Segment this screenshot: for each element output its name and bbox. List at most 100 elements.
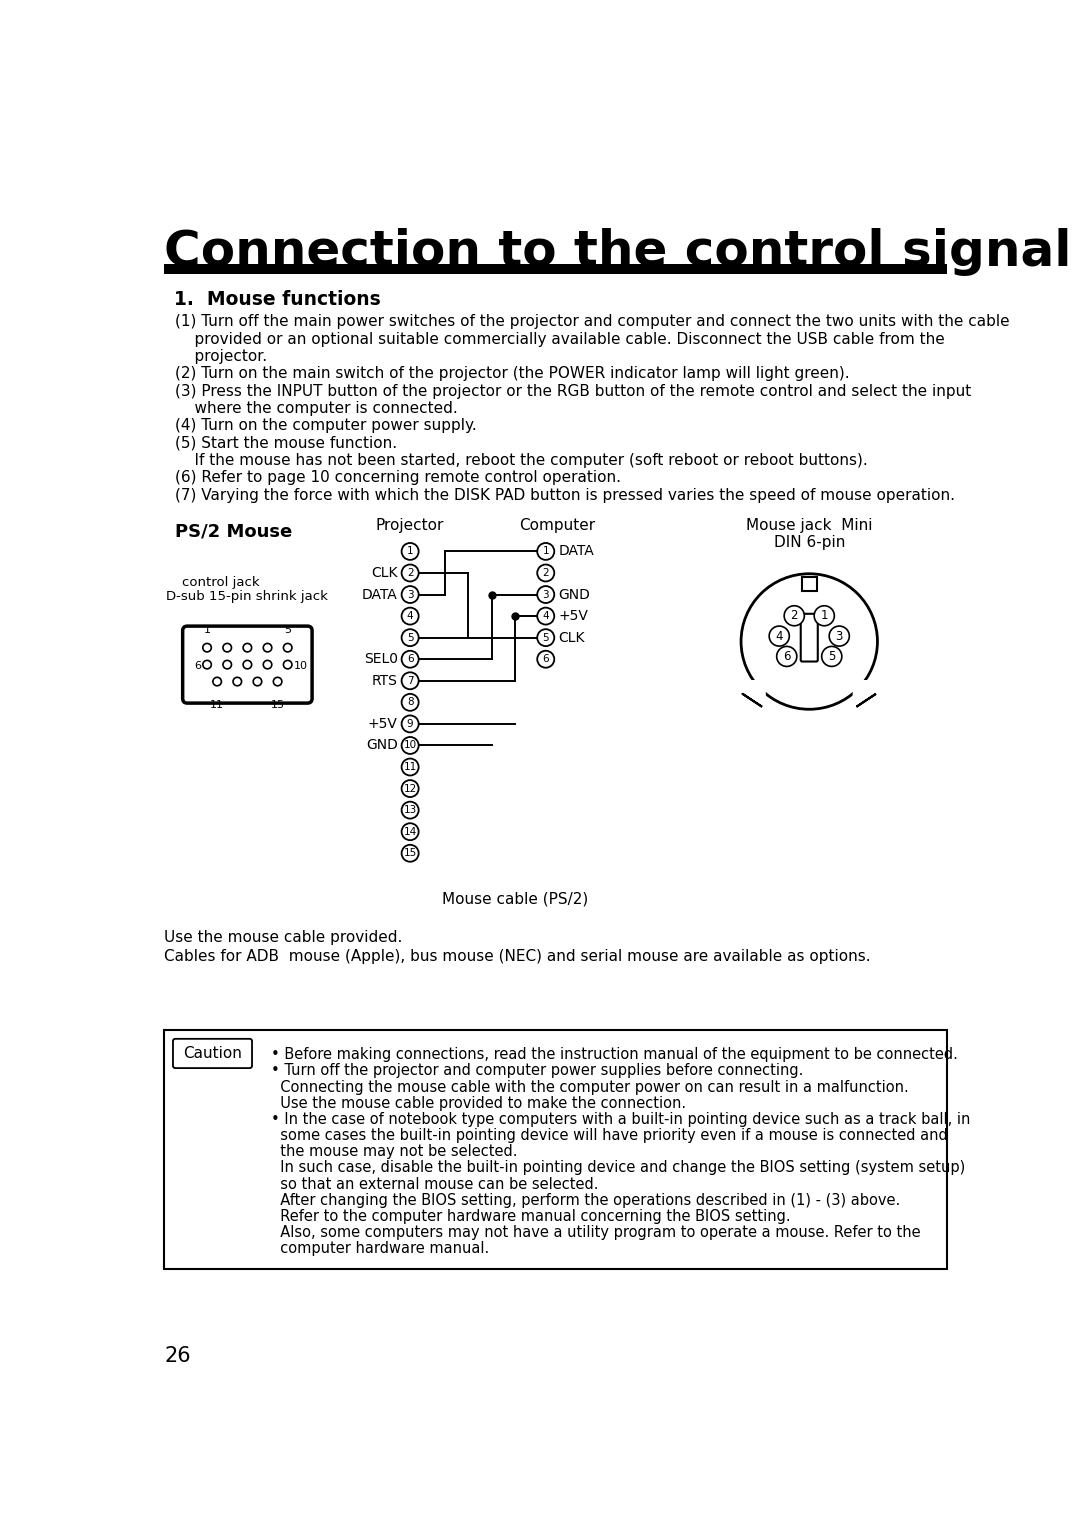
Text: 1.  Mouse functions: 1. Mouse functions bbox=[174, 290, 380, 309]
Circle shape bbox=[402, 564, 419, 582]
Circle shape bbox=[222, 660, 231, 669]
Text: CLK: CLK bbox=[372, 565, 397, 581]
Circle shape bbox=[402, 715, 419, 732]
Circle shape bbox=[233, 677, 242, 686]
Circle shape bbox=[537, 608, 554, 625]
Text: 11: 11 bbox=[404, 762, 417, 772]
Text: +5V: +5V bbox=[368, 717, 397, 730]
Text: Computer: Computer bbox=[519, 518, 595, 533]
Text: 1: 1 bbox=[407, 547, 414, 556]
Text: 10: 10 bbox=[294, 662, 308, 671]
Circle shape bbox=[264, 660, 272, 669]
Text: 5: 5 bbox=[542, 633, 549, 643]
Text: 12: 12 bbox=[404, 784, 417, 793]
Text: 3: 3 bbox=[542, 590, 549, 599]
Bar bbox=[164, 1030, 947, 1270]
Text: 14: 14 bbox=[404, 827, 417, 837]
Circle shape bbox=[402, 845, 419, 862]
Circle shape bbox=[537, 630, 554, 646]
Text: PS/2 Mouse: PS/2 Mouse bbox=[175, 523, 293, 541]
Text: 1: 1 bbox=[542, 547, 549, 556]
Text: RTS: RTS bbox=[372, 674, 397, 688]
Text: D-sub 15-pin shrink jack: D-sub 15-pin shrink jack bbox=[166, 590, 328, 604]
Text: 13: 13 bbox=[404, 805, 417, 814]
FancyBboxPatch shape bbox=[173, 1039, 252, 1068]
Text: Cables for ADB  mouse (Apple), bus mouse (NEC) and serial mouse are available as: Cables for ADB mouse (Apple), bus mouse … bbox=[164, 949, 872, 964]
Text: 7: 7 bbox=[407, 675, 414, 686]
Text: DATA: DATA bbox=[362, 588, 397, 602]
Text: the mouse may not be selected.: the mouse may not be selected. bbox=[271, 1144, 517, 1160]
Text: some cases the built-in pointing device will have priority even if a mouse is co: some cases the built-in pointing device … bbox=[271, 1128, 947, 1143]
Circle shape bbox=[537, 564, 554, 582]
Circle shape bbox=[402, 542, 419, 559]
Circle shape bbox=[829, 626, 849, 646]
Text: GND: GND bbox=[366, 738, 397, 752]
Text: 15: 15 bbox=[271, 700, 285, 711]
Text: (6) Refer to page 10 concerning remote control operation.: (6) Refer to page 10 concerning remote c… bbox=[175, 471, 621, 486]
Text: computer hardware manual.: computer hardware manual. bbox=[271, 1241, 489, 1256]
Text: Mouse cable (PS/2): Mouse cable (PS/2) bbox=[442, 892, 588, 906]
Circle shape bbox=[769, 626, 789, 646]
Circle shape bbox=[402, 824, 419, 840]
FancyBboxPatch shape bbox=[183, 626, 312, 703]
Text: 10: 10 bbox=[404, 741, 417, 750]
FancyBboxPatch shape bbox=[745, 680, 766, 697]
Text: If the mouse has not been started, reboot the computer (soft reboot or reboot bu: If the mouse has not been started, reboo… bbox=[175, 452, 868, 468]
Circle shape bbox=[402, 758, 419, 776]
Circle shape bbox=[402, 694, 419, 711]
Circle shape bbox=[741, 573, 877, 709]
Text: 6: 6 bbox=[194, 662, 201, 671]
Text: DATA: DATA bbox=[558, 544, 594, 558]
Circle shape bbox=[402, 651, 419, 668]
Text: (3) Press the INPUT button of the projector or the RGB button of the remote cont: (3) Press the INPUT button of the projec… bbox=[175, 384, 972, 399]
Text: • Turn off the projector and computer power supplies before connecting.: • Turn off the projector and computer po… bbox=[271, 1063, 804, 1079]
Circle shape bbox=[402, 630, 419, 646]
Text: Projector: Projector bbox=[376, 518, 444, 533]
Text: 3: 3 bbox=[836, 630, 843, 643]
Text: 5: 5 bbox=[407, 633, 414, 643]
Text: (1) Turn off the main power switches of the projector and computer and connect t: (1) Turn off the main power switches of … bbox=[175, 315, 1010, 329]
Text: 3: 3 bbox=[407, 590, 414, 599]
Text: provided or an optional suitable commercially available cable. Disconnect the US: provided or an optional suitable commerc… bbox=[175, 332, 945, 347]
Text: so that an external mouse can be selected.: so that an external mouse can be selecte… bbox=[271, 1177, 598, 1192]
Text: 11: 11 bbox=[211, 700, 225, 711]
Circle shape bbox=[402, 781, 419, 798]
Text: 1: 1 bbox=[203, 625, 211, 634]
Text: 6: 6 bbox=[783, 649, 791, 663]
Text: control jack: control jack bbox=[181, 576, 259, 590]
Circle shape bbox=[283, 643, 292, 652]
Text: 8: 8 bbox=[407, 697, 414, 707]
Text: 2: 2 bbox=[542, 568, 549, 578]
Text: After changing the BIOS setting, perform the operations described in (1) - (3) a: After changing the BIOS setting, perform… bbox=[271, 1193, 900, 1207]
Text: (4) Turn on the computer power supply.: (4) Turn on the computer power supply. bbox=[175, 419, 477, 434]
Text: 1: 1 bbox=[821, 610, 828, 622]
Circle shape bbox=[402, 608, 419, 625]
Text: DIN 6-pin: DIN 6-pin bbox=[773, 535, 845, 550]
Text: 2: 2 bbox=[791, 610, 798, 622]
Circle shape bbox=[822, 646, 841, 666]
Circle shape bbox=[203, 643, 212, 652]
Circle shape bbox=[264, 643, 272, 652]
Text: Refer to the computer hardware manual concerning the BIOS setting.: Refer to the computer hardware manual co… bbox=[271, 1209, 791, 1224]
Circle shape bbox=[537, 651, 554, 668]
Bar bbox=[164, 264, 947, 274]
Text: Connection to the control signal terminal: Connection to the control signal termina… bbox=[164, 228, 1080, 277]
Circle shape bbox=[243, 660, 252, 669]
Circle shape bbox=[402, 736, 419, 753]
Text: 5: 5 bbox=[828, 649, 836, 663]
Text: SEL0: SEL0 bbox=[364, 652, 397, 666]
Circle shape bbox=[222, 643, 231, 652]
Text: (5) Start the mouse function.: (5) Start the mouse function. bbox=[175, 435, 397, 451]
Circle shape bbox=[213, 677, 221, 686]
Text: +5V: +5V bbox=[558, 610, 588, 623]
Text: GND: GND bbox=[558, 588, 590, 602]
Bar bbox=[801, 578, 816, 591]
Circle shape bbox=[402, 587, 419, 604]
Text: 6: 6 bbox=[407, 654, 414, 665]
Circle shape bbox=[253, 677, 261, 686]
Circle shape bbox=[537, 587, 554, 604]
Text: In such case, disable the built-in pointing device and change the BIOS setting (: In such case, disable the built-in point… bbox=[271, 1160, 964, 1175]
Circle shape bbox=[283, 660, 292, 669]
Text: 15: 15 bbox=[404, 848, 417, 859]
Circle shape bbox=[402, 802, 419, 819]
